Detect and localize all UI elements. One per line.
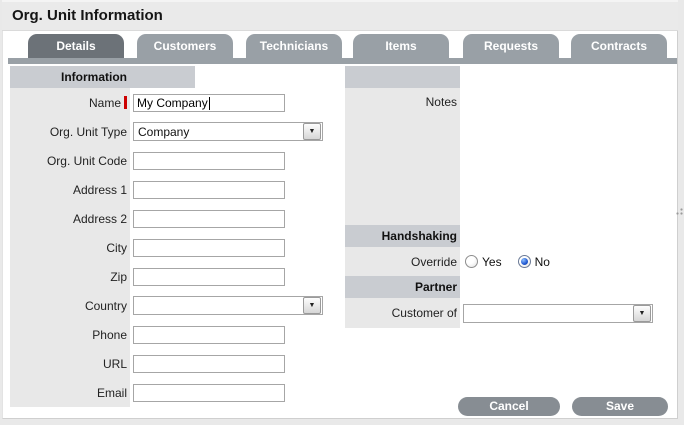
- org-unit-type-select[interactable]: Company ▼: [133, 122, 323, 141]
- url-input[interactable]: [133, 354, 285, 373]
- url-label-cell: URL: [10, 349, 130, 378]
- city-input[interactable]: [133, 238, 285, 257]
- customer-of-row: Customer of ▼: [345, 298, 677, 328]
- email-label-cell: Email: [10, 378, 130, 407]
- dropdown-arrow-icon[interactable]: ▼: [303, 297, 321, 314]
- notes-textarea[interactable]: [463, 88, 674, 220]
- country-select[interactable]: ▼: [133, 296, 323, 315]
- tab-details[interactable]: Details: [28, 34, 124, 58]
- form-row-org-unit-code: Org. Unit Code: [10, 146, 342, 175]
- address1-label-cell: Address 1: [10, 175, 130, 204]
- form-row-url: URL: [10, 349, 342, 378]
- customer-of-label-cell: Customer of: [345, 298, 460, 328]
- form-row-phone: Phone: [10, 320, 342, 349]
- address1-input[interactable]: [133, 180, 285, 199]
- org-unit-code-label-cell: Org. Unit Code: [10, 146, 130, 175]
- override-yes-radio[interactable]: [465, 255, 478, 268]
- email-label: Email: [96, 385, 127, 400]
- zip-label: Zip: [110, 269, 127, 284]
- city-label-cell: City: [10, 233, 130, 262]
- phone-input[interactable]: [133, 325, 285, 344]
- customer-of-label: Customer of: [391, 306, 457, 320]
- information-section-header: Information: [10, 66, 195, 88]
- tab-underline-bar: [8, 58, 677, 64]
- name-label: Name: [88, 95, 121, 110]
- org-unit-type-label-cell: Org. Unit Type: [10, 117, 130, 146]
- zip-label-cell: Zip: [10, 262, 130, 291]
- dropdown-arrow-icon[interactable]: ▼: [633, 304, 651, 322]
- partner-header-label: Partner: [414, 280, 457, 294]
- save-button[interactable]: Save: [572, 397, 668, 416]
- country-label: Country: [84, 298, 127, 313]
- right-panel: Notes Handshaking Override: [345, 66, 683, 328]
- form-row-name: Name: [10, 88, 342, 117]
- page-title: Org. Unit Information: [12, 7, 163, 24]
- information-header-label: Information: [61, 70, 127, 84]
- required-marker: [124, 96, 127, 109]
- address2-label-cell: Address 2: [10, 204, 130, 233]
- tab-customers[interactable]: Customers: [137, 34, 233, 58]
- org-unit-code-input[interactable]: [133, 151, 285, 170]
- org-unit-type-value: Company: [138, 124, 190, 139]
- phone-label-cell: Phone: [10, 320, 130, 349]
- notes-section-header: [345, 66, 460, 88]
- form-row-email: Email: [10, 378, 342, 407]
- tab-technicians[interactable]: Technicians: [246, 34, 342, 58]
- tab-items[interactable]: Items: [353, 34, 449, 58]
- text-cursor: [209, 96, 210, 110]
- override-row: Override Yes No: [345, 247, 677, 276]
- notes-row: Notes: [345, 88, 683, 225]
- override-no-label[interactable]: No: [534, 254, 550, 269]
- form-row-zip: Zip: [10, 262, 342, 291]
- tab-contracts[interactable]: Contracts: [571, 34, 667, 58]
- dropdown-arrow-icon[interactable]: ▼: [303, 123, 321, 140]
- title-bar: [2, 0, 678, 31]
- email-input[interactable]: [133, 383, 285, 402]
- name-label-cell: Name: [10, 88, 130, 117]
- url-label: URL: [102, 356, 127, 371]
- override-label-cell: Override: [345, 247, 460, 276]
- form-row-address1: Address 1: [10, 175, 342, 204]
- form-row-address2: Address 2: [10, 204, 342, 233]
- address1-label: Address 1: [72, 182, 127, 197]
- override-yes-label[interactable]: Yes: [482, 254, 502, 269]
- org-unit-code-label: Org. Unit Code: [46, 153, 127, 168]
- resize-grip-icon[interactable]: [676, 204, 684, 215]
- override-radio-group: Yes No: [465, 255, 550, 269]
- form-row-org-unit-type: Org. Unit Type Company ▼: [10, 117, 342, 146]
- form-row-country: Country ▼: [10, 291, 342, 320]
- handshaking-section-header: Handshaking: [345, 225, 460, 247]
- tab-requests[interactable]: Requests: [463, 34, 559, 58]
- cancel-button[interactable]: Cancel: [458, 397, 560, 416]
- partner-section-header: Partner: [345, 276, 460, 298]
- address2-label: Address 2: [72, 211, 127, 226]
- country-label-cell: Country: [10, 291, 130, 320]
- zip-input[interactable]: [133, 267, 285, 286]
- form-row-city: City: [10, 233, 342, 262]
- city-label: City: [106, 240, 127, 255]
- customer-of-select[interactable]: ▼: [463, 303, 653, 323]
- notes-label-cell: Notes: [345, 88, 460, 225]
- phone-label: Phone: [92, 327, 127, 342]
- notes-label: Notes: [425, 95, 457, 109]
- handshaking-header-label: Handshaking: [381, 229, 457, 243]
- override-label: Override: [410, 254, 457, 269]
- details-form: Information Name Org. Unit Type Company …: [10, 66, 342, 407]
- address2-input[interactable]: [133, 209, 285, 228]
- override-no-radio[interactable]: [517, 255, 531, 268]
- org-unit-type-label: Org. Unit Type: [49, 124, 127, 139]
